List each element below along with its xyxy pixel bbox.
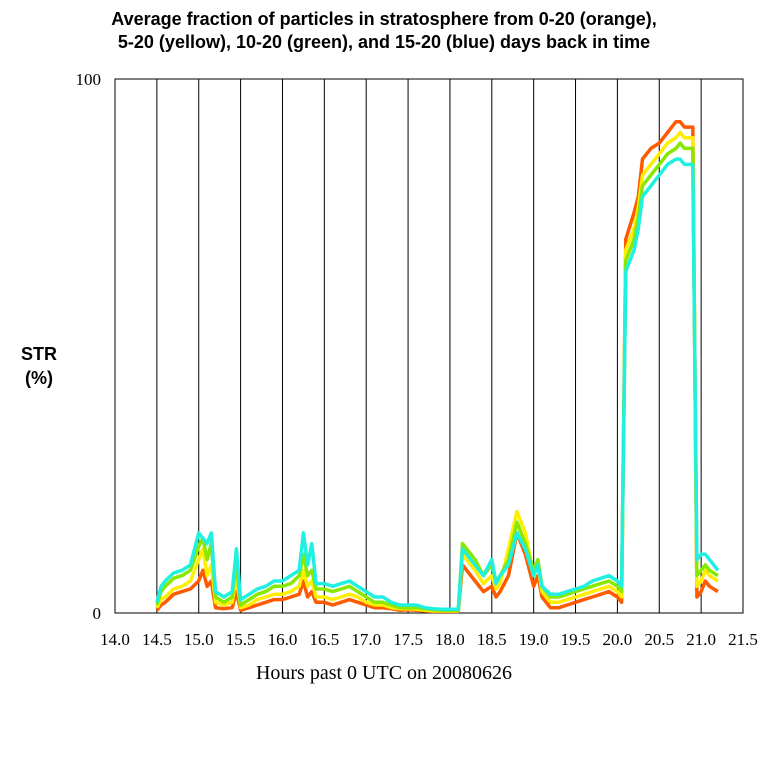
x-tick-label: 17.5 [393, 630, 423, 649]
y-tick-labels: 0 100 [76, 70, 102, 623]
chart-title-line-1: Average fraction of particles in stratos… [111, 9, 657, 29]
x-tick-label: 15.5 [226, 630, 256, 649]
x-tick-label: 14.0 [100, 630, 130, 649]
x-tick-label: 15.0 [184, 630, 214, 649]
x-tick-labels: 14.0 14.5 15.0 15.5 16.0 16.5 17.0 17.5 18.0 18.5… [100, 630, 758, 649]
x-tick-label: 19.0 [519, 630, 549, 649]
grid-lines [156, 79, 702, 613]
y-axis-label-line-1: STR [21, 344, 57, 364]
series-line-4 [155, 157, 720, 612]
x-tick-label: 20.5 [644, 630, 674, 649]
plot-frame [114, 78, 744, 614]
y-axis-label: STR (%) [10, 342, 68, 390]
chart-title: Average fraction of particles in stratos… [0, 8, 768, 54]
x-tick-label: 18.0 [435, 630, 465, 649]
x-tick-label: 17.0 [351, 630, 381, 649]
chart-title-line-2: 5-20 (yellow), 10-20 (green), and 15-20 … [117, 32, 651, 52]
x-tick-label: 21.0 [686, 630, 716, 649]
x-tick-label: 16.0 [268, 630, 298, 649]
y-axis-label-line-2: (%) [25, 368, 53, 388]
x-axis-label: Hours past 0 UTC on 20080626 [255, 662, 513, 684]
x-tick-label: 21.5 [728, 630, 758, 649]
x-tick-label: 16.5 [309, 630, 339, 649]
x-tick-label: 20.0 [603, 630, 633, 649]
x-tick-label: 14.5 [142, 630, 172, 649]
y-tick-label: 0 [93, 604, 102, 623]
series-group [155, 119, 720, 614]
y-tick-label: 100 [76, 70, 102, 89]
x-tick-label: 19.5 [561, 630, 591, 649]
x-tick-label: 18.5 [477, 630, 507, 649]
